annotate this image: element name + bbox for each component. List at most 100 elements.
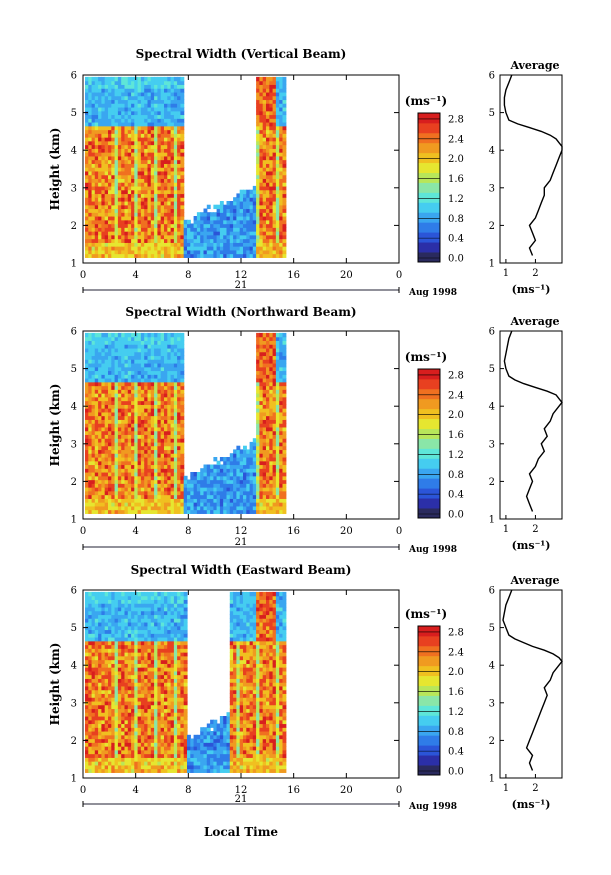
heatmap-cell xyxy=(173,107,178,112)
heatmap-cell xyxy=(147,393,152,398)
heatmap-cell xyxy=(104,182,109,187)
heatmap-cell xyxy=(177,359,181,364)
heatmap-cell xyxy=(121,389,126,394)
heatmap-cell xyxy=(124,170,129,176)
heatmap-cell xyxy=(180,479,185,484)
heatmap-cell xyxy=(170,223,175,228)
heatmap-cell xyxy=(266,363,270,368)
heatmap-cell xyxy=(114,411,119,417)
heatmap-cell xyxy=(180,204,185,210)
heatmap-cell xyxy=(262,505,267,511)
heatmap-cell xyxy=(147,118,152,123)
heatmap-cell xyxy=(91,441,96,447)
heatmap-cell xyxy=(154,366,158,372)
heatmap-cell xyxy=(94,227,99,232)
heatmap-cell xyxy=(157,502,162,507)
heatmap-cell xyxy=(117,216,122,221)
heatmap-cell xyxy=(154,129,158,134)
heatmap-cell xyxy=(279,246,284,251)
heatmap-cell xyxy=(137,426,142,432)
heatmap-cell xyxy=(101,178,106,183)
heatmap-cell xyxy=(98,637,102,642)
heatmap-cell xyxy=(104,622,109,627)
heatmap-cell xyxy=(279,234,284,240)
heatmap-cell xyxy=(101,685,106,691)
colorbar-swatch xyxy=(418,152,440,164)
heatmap-cell xyxy=(256,359,260,364)
heatmap-cell xyxy=(279,107,284,112)
heatmap-cell xyxy=(91,487,96,492)
heatmap-cell xyxy=(104,768,109,773)
heatmap-cell xyxy=(173,460,178,466)
heatmap-cell xyxy=(104,595,109,600)
heatmap-cell xyxy=(243,197,247,202)
heatmap-cell xyxy=(94,689,99,694)
heatmap-cell xyxy=(144,502,149,507)
heatmap-cell xyxy=(249,189,254,195)
heatmap-cell xyxy=(266,223,270,228)
heatmap-cell xyxy=(262,208,267,213)
heatmap-cell xyxy=(266,246,270,251)
heatmap-cell xyxy=(94,479,99,484)
heatmap-cell xyxy=(131,212,135,217)
heatmap-cell xyxy=(127,167,132,172)
heatmap-cell xyxy=(180,242,185,247)
heatmap-cell xyxy=(282,129,287,134)
heatmap-cell xyxy=(134,344,139,349)
heatmap-cell xyxy=(124,400,129,405)
heatmap-cell xyxy=(275,110,280,116)
heatmap-cell xyxy=(160,159,165,164)
heatmap-cell xyxy=(111,411,116,417)
heatmap-cell xyxy=(134,129,139,134)
heatmap-cell xyxy=(98,693,102,698)
x-tick-label: 0 xyxy=(396,270,402,281)
heatmap-cell xyxy=(256,445,260,451)
heatmap-cell xyxy=(131,423,135,428)
heatmap-cell xyxy=(104,193,109,198)
heatmap-cell xyxy=(124,159,129,164)
heatmap-cell xyxy=(124,88,129,93)
heatmap-cell xyxy=(147,347,152,353)
heatmap-cell xyxy=(157,453,162,458)
heatmap-cell xyxy=(266,332,270,338)
heatmap-cell xyxy=(246,505,251,511)
heatmap-cell xyxy=(173,411,178,417)
heatmap-cell xyxy=(147,212,152,217)
heatmap-cell xyxy=(144,393,149,398)
heatmap-cell xyxy=(124,487,129,492)
heatmap-cell xyxy=(144,110,149,116)
heatmap-cell xyxy=(167,351,172,357)
heatmap-cell xyxy=(243,201,247,206)
heatmap-cell xyxy=(85,712,89,717)
heatmap-cell xyxy=(98,415,102,420)
colorbar-swatch xyxy=(418,113,440,124)
heatmap-cell xyxy=(134,99,139,104)
heatmap-cell xyxy=(88,381,93,387)
heatmap-cell xyxy=(94,757,99,762)
heatmap-cell xyxy=(114,494,119,499)
heatmap-cell xyxy=(117,88,122,93)
heatmap-cell xyxy=(121,107,126,112)
heatmap-cell xyxy=(229,223,234,228)
heatmap-cell xyxy=(101,197,106,202)
heatmap-cell xyxy=(137,374,142,379)
heatmap-cell xyxy=(170,344,175,349)
heatmap-cell xyxy=(134,238,139,243)
heatmap-cell xyxy=(187,479,191,484)
heatmap-cell xyxy=(121,494,126,499)
heatmap-cell xyxy=(269,419,274,424)
heatmap-cell xyxy=(157,159,162,164)
heatmap-cell xyxy=(170,227,175,232)
heatmap-cell xyxy=(243,219,247,225)
heatmap-cell xyxy=(279,219,284,225)
y-axis-label: Height (km) xyxy=(48,128,62,211)
heatmap-cell xyxy=(167,509,172,514)
heatmap-cell xyxy=(101,189,106,195)
heatmap-cell xyxy=(104,231,109,236)
heatmap-cell xyxy=(134,374,139,379)
heatmap-cell xyxy=(124,197,129,202)
heatmap-cell xyxy=(157,76,162,82)
heatmap-cell xyxy=(239,242,244,247)
heatmap-cell xyxy=(213,223,218,228)
heatmap-cell xyxy=(104,185,109,191)
